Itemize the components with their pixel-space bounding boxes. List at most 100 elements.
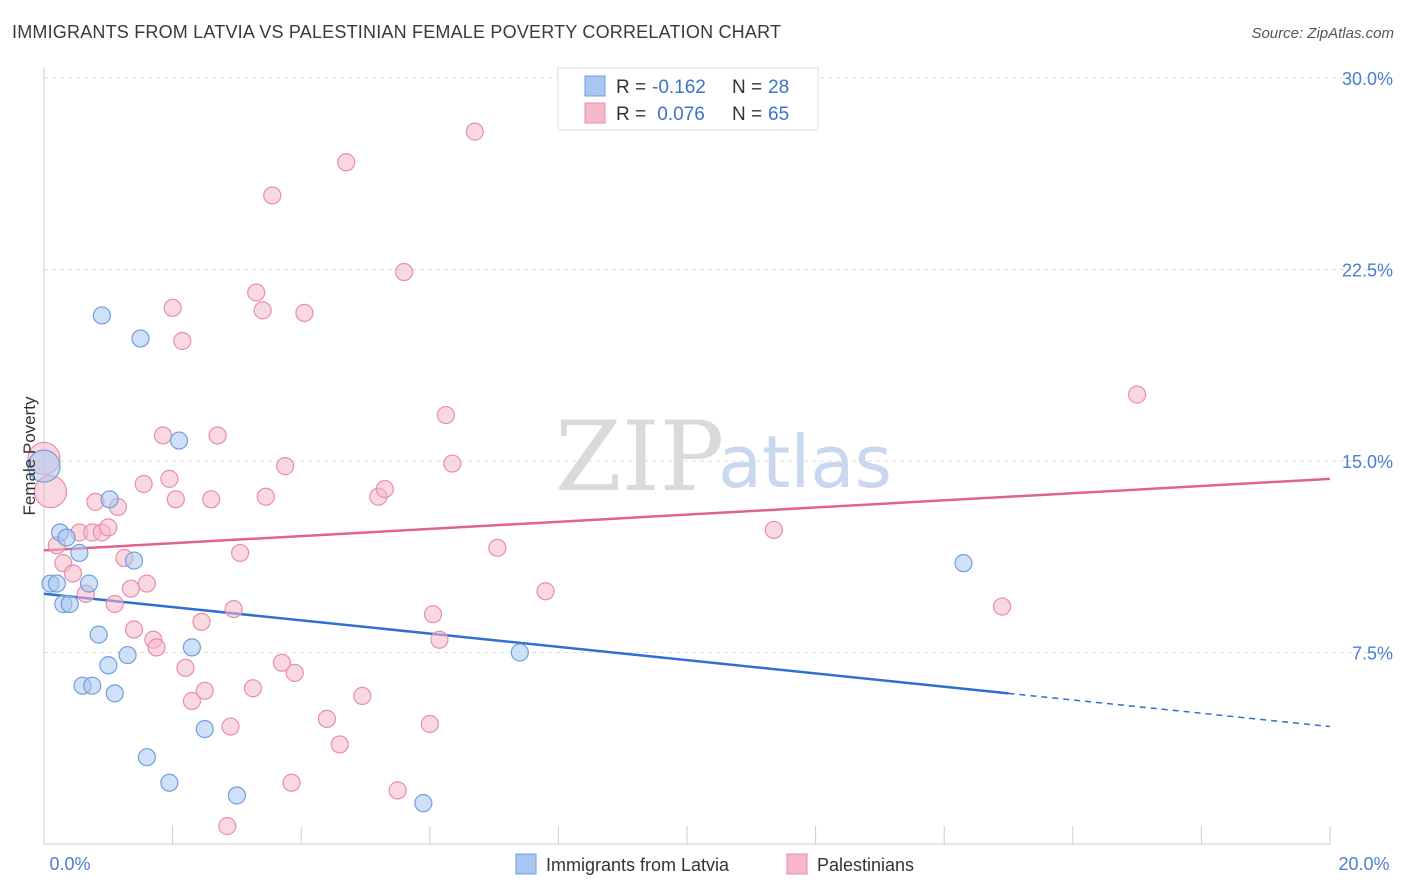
- palestinians-point-20: [153, 426, 173, 445]
- palestinians-point-52: [394, 262, 414, 282]
- palestinians-point-39: [263, 186, 282, 205]
- latvia-point-26: [510, 643, 529, 662]
- latvia-point-23: [195, 719, 214, 739]
- palestinians-point-63: [1127, 385, 1147, 404]
- latvia-point-21: [169, 431, 189, 450]
- y-axis-label: Female Poverty: [20, 396, 39, 516]
- palestinians-point-40: [272, 653, 292, 672]
- palestinians-point-29: [202, 490, 221, 509]
- palestinians-point-15: [124, 620, 144, 639]
- palestinians-point-50: [375, 479, 394, 499]
- palestinians-point-22: [163, 298, 182, 317]
- grid-lines: [44, 77, 1392, 653]
- latvia-point-24: [227, 786, 246, 805]
- palestinians-point-28: [195, 681, 214, 700]
- palestinians-point-37: [253, 301, 272, 320]
- latvia-point-10: [83, 676, 102, 695]
- palestinians-point-24: [173, 331, 192, 351]
- palestinians-point-31: [218, 817, 237, 836]
- palestinians-point-62: [992, 597, 1012, 616]
- palestinians-point-55: [430, 630, 449, 649]
- series-legend: Immigrants from Latvia Palestinians: [515, 853, 914, 875]
- latvia-point-5: [57, 528, 76, 547]
- latvia-point-14: [100, 490, 119, 509]
- legend-n-label-2: N =: [732, 104, 762, 125]
- legend-r-value-1: -0.162: [652, 77, 706, 98]
- latvia-point-12: [92, 306, 111, 325]
- bottom-legend-swatch-pink: [786, 853, 808, 875]
- palestinians-point-48: [353, 686, 372, 706]
- palestinians-point-32: [221, 717, 240, 736]
- legend-n-value-1: 28: [768, 77, 789, 98]
- x-tick-label-max: 20.0%: [1338, 854, 1389, 874]
- palestinians-point-47: [337, 153, 356, 172]
- y-tick-label-2: 22.5%: [1342, 261, 1393, 281]
- latvia-point-6: [60, 594, 79, 614]
- palestinians-point-23: [166, 490, 185, 509]
- palestinians-point-19: [147, 638, 166, 657]
- latvia-point-22: [182, 638, 201, 657]
- latvia-point-11: [89, 625, 108, 644]
- palestinians-point-56: [436, 405, 455, 425]
- palestinians-point-38: [256, 487, 275, 506]
- palestinians-point-44: [295, 303, 314, 323]
- palestinians-point-53: [420, 714, 439, 734]
- y-tick-label-0: 7.5%: [1352, 644, 1393, 664]
- palestinians-point-10: [99, 518, 118, 537]
- palestinians-point-58: [465, 122, 484, 141]
- trend-lines: [43, 477, 1331, 728]
- latvia-point-13: [99, 656, 118, 675]
- legend-swatch-pink: [584, 102, 606, 124]
- stats-legend: R = -0.162 N = 28 R = 0.076 N = 65: [557, 67, 819, 131]
- palestinians-point-51: [388, 781, 407, 800]
- palestinians-point-33: [224, 599, 243, 619]
- latvia-point-25: [414, 794, 433, 813]
- palestinians-point-43: [285, 663, 304, 683]
- trend-line-latvia: [43, 592, 1009, 695]
- palestinians-point-46: [330, 735, 349, 754]
- y-tick-label-3: 30.0%: [1342, 69, 1393, 89]
- latvia-point-19: [137, 748, 156, 767]
- trend-line-palestinians: [43, 477, 1331, 552]
- trend-line-latvia-extrapolated: [1008, 692, 1331, 728]
- watermark-atlas: atlas: [718, 420, 892, 504]
- palestinians-point-57: [443, 454, 462, 473]
- y-tick-labels: 7.5% 15.0% 22.5% 30.0%: [1342, 69, 1393, 664]
- palestinians-point-59: [488, 538, 507, 557]
- palestinians-point-35: [243, 679, 263, 698]
- latvia-point-16: [118, 645, 137, 665]
- latvia-point-27: [954, 554, 973, 573]
- latvia-point-20: [160, 773, 179, 792]
- palestinians-point-42: [282, 773, 301, 792]
- palestinians-point-30: [208, 426, 227, 445]
- palestinians-point-54: [423, 605, 443, 624]
- latvia-point-18: [131, 329, 150, 348]
- palestinians-point-25: [176, 658, 195, 677]
- latvia-point-0: [27, 449, 61, 483]
- palestinians-point-36: [247, 283, 266, 302]
- latvia-point-9: [79, 574, 99, 593]
- legend-n-value-2: 65: [768, 104, 789, 125]
- bottom-legend-label-palestinians: Palestinians: [817, 855, 914, 875]
- palestinians-point-14: [121, 579, 140, 598]
- palestinians-point-27: [192, 612, 211, 631]
- latvia-point-15: [105, 684, 124, 703]
- bottom-legend-swatch-blue: [515, 853, 537, 875]
- latvia-point-17: [124, 551, 144, 570]
- palestinians-point-4: [63, 564, 83, 583]
- palestinians-point-17: [137, 574, 156, 593]
- palestinians-point-21: [160, 469, 179, 488]
- series-latvia: [27, 306, 973, 813]
- legend-r-label-2: R =: [616, 104, 646, 125]
- palestinians-point-45: [317, 709, 337, 728]
- legend-n-label-1: N =: [732, 77, 762, 98]
- bottom-legend-label-latvia: Immigrants from Latvia: [546, 855, 730, 875]
- palestinians-point-11: [105, 594, 124, 614]
- palestinians-point-61: [764, 520, 783, 540]
- source-credit: Source: ZipAtlas.com: [1251, 25, 1394, 42]
- palestinians-point-26: [182, 691, 201, 711]
- legend-r-label-1: R =: [616, 77, 646, 98]
- palestinians-point-16: [134, 474, 153, 494]
- x-tick-label-min: 0.0%: [49, 854, 90, 874]
